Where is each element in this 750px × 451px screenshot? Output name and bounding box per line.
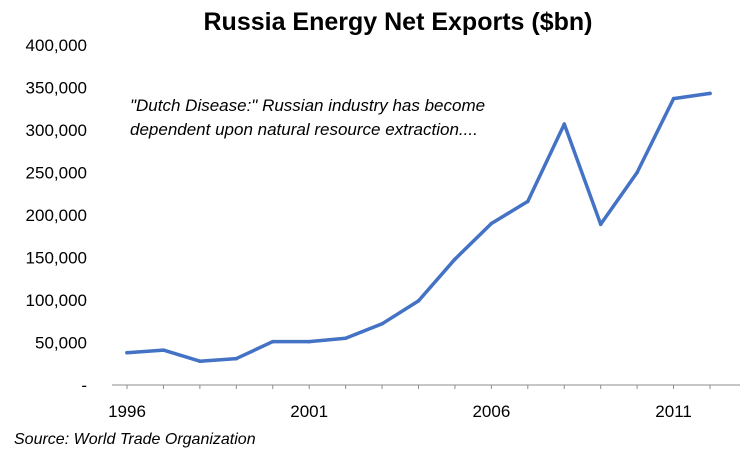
data-point [708, 91, 712, 96]
y-axis-ticks: - 50,000 100,000 150,000 200,000 250,000 300,0… [26, 36, 87, 395]
data-point [598, 222, 603, 227]
annotation-line-2: dependent upon natural resource extracti… [130, 120, 478, 139]
data-point [416, 299, 421, 303]
x-tick-label: 2011 [655, 402, 692, 421]
data-point [343, 336, 348, 341]
x-axis-ticks: 1996 2001 2006 2011 [108, 385, 711, 421]
data-point [635, 170, 639, 175]
data-point [125, 350, 129, 355]
y-tick-label: 300,000 [26, 121, 87, 140]
y-tick-label: - [81, 376, 87, 395]
data-point [453, 257, 457, 262]
x-tick-label: 2006 [472, 402, 510, 421]
x-tick-label: 2001 [290, 402, 328, 421]
annotation-line-1: "Dutch Disease:" Russian industry has be… [130, 96, 485, 115]
data-point [526, 199, 530, 204]
data-point [562, 122, 567, 126]
data-point [234, 356, 239, 361]
data-point [161, 348, 166, 352]
data-point [380, 322, 384, 326]
data-point [671, 96, 676, 101]
y-tick-label: 100,000 [26, 291, 87, 310]
data-point [270, 339, 275, 344]
data-point [489, 221, 494, 226]
y-tick-label: 200,000 [26, 206, 87, 225]
data-point [307, 339, 311, 344]
source-note: Source: World Trade Organization [14, 431, 256, 448]
chart-title: Russia Energy Net Exports ($bn) [204, 8, 593, 36]
y-tick-label: 400,000 [26, 36, 87, 55]
y-tick-label: 350,000 [26, 79, 87, 98]
x-tick-label: 1996 [108, 402, 146, 421]
y-tick-label: 250,000 [26, 164, 87, 183]
y-tick-label: 50,000 [35, 334, 87, 353]
series-layer [125, 91, 712, 364]
y-tick-label: 150,000 [26, 249, 87, 268]
data-point [198, 359, 202, 364]
